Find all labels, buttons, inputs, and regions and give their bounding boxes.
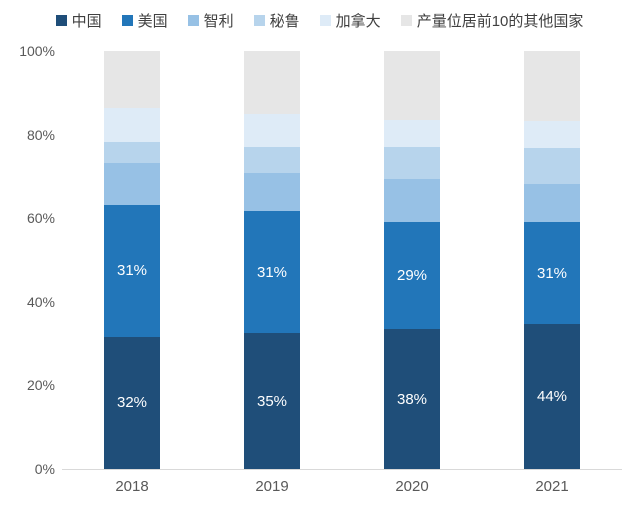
x-tick-label: 2019 xyxy=(255,478,289,495)
bar-segment xyxy=(244,146,300,173)
bar-segment xyxy=(104,51,160,109)
bar-segment: 31% xyxy=(104,205,160,337)
bar-segment xyxy=(244,51,300,115)
y-tick-label: 60% xyxy=(26,210,55,227)
chart-legend: 中国 美国 智利 秘鲁 加拿大 产量位居前10的其他国家 xyxy=(0,10,639,30)
legend-label: 秘鲁 xyxy=(269,12,300,30)
bar-segment-label: 31% xyxy=(256,263,288,281)
x-tick-label: 2021 xyxy=(535,478,569,495)
legend-item: 美国 xyxy=(121,10,168,31)
bar-segment: 31% xyxy=(524,222,580,325)
bar-segment xyxy=(524,51,580,121)
y-tick-label: 40% xyxy=(26,293,55,310)
plot-area: 32% 31% 35% 31% 38% 29% 44% 31% xyxy=(62,51,622,469)
bar-segment xyxy=(244,114,300,147)
bar-segment xyxy=(524,120,580,148)
legend-label: 加拿大 xyxy=(335,12,381,30)
bar-segment-label: 29% xyxy=(396,267,428,285)
y-tick-label: 20% xyxy=(26,377,55,394)
legend-swatch-icon xyxy=(400,14,412,26)
bar-segment-label: 44% xyxy=(536,388,568,406)
legend-item: 智利 xyxy=(187,10,234,31)
legend-item: 秘鲁 xyxy=(253,10,300,31)
bar-segment: 35% xyxy=(244,333,300,469)
bar-segment-label: 38% xyxy=(396,390,428,408)
x-tick-label: 2020 xyxy=(395,478,429,495)
legend-swatch-icon xyxy=(319,14,331,26)
bar-segment xyxy=(244,172,300,211)
bar-segment xyxy=(524,184,580,223)
x-axis-line xyxy=(62,469,622,470)
bar-segment xyxy=(384,179,440,222)
bar-2021: 44% 31% xyxy=(524,51,580,469)
bar-2018: 32% 31% xyxy=(104,51,160,469)
legend-label: 产量位居前10的其他国家 xyxy=(416,12,584,30)
legend-label: 智利 xyxy=(203,12,234,30)
bar-segment: 44% xyxy=(524,324,580,469)
bar-segment xyxy=(104,141,160,164)
bar-segment-label: 31% xyxy=(116,262,148,280)
legend-swatch-icon xyxy=(121,14,133,26)
bar-segment: 32% xyxy=(104,336,160,469)
bar-segment xyxy=(384,147,440,180)
legend-swatch-icon xyxy=(55,14,67,26)
y-tick-label: 0% xyxy=(34,461,55,477)
legend-label: 美国 xyxy=(137,12,168,30)
bar-2020: 38% 29% xyxy=(384,51,440,469)
bar-segment: 31% xyxy=(244,210,300,334)
y-tick-label: 100% xyxy=(19,43,55,59)
bar-segment xyxy=(524,147,580,185)
legend-item: 加拿大 xyxy=(319,10,381,31)
legend-swatch-icon xyxy=(187,14,199,26)
bar-segment: 29% xyxy=(384,221,440,330)
x-tick-label: 2018 xyxy=(115,478,149,495)
bar-segment: 38% xyxy=(384,329,440,469)
y-axis: 100% 80% 60% 40% 20% 0% xyxy=(0,0,55,509)
bar-segment xyxy=(104,108,160,142)
legend-label: 中国 xyxy=(71,12,102,30)
legend-swatch-icon xyxy=(253,14,265,26)
bar-segment xyxy=(384,120,440,148)
bar-segment-label: 32% xyxy=(116,394,148,412)
legend-item: 产量位居前10的其他国家 xyxy=(400,10,584,31)
bar-segment-label: 35% xyxy=(256,392,288,410)
legend-item: 中国 xyxy=(55,10,102,31)
x-axis: 2018 2019 2020 2021 xyxy=(62,478,622,502)
bar-segment xyxy=(384,51,440,121)
bar-segment xyxy=(104,163,160,206)
bar-segment-label: 31% xyxy=(536,264,568,282)
y-tick-label: 80% xyxy=(26,126,55,143)
bar-2019: 35% 31% xyxy=(244,51,300,469)
